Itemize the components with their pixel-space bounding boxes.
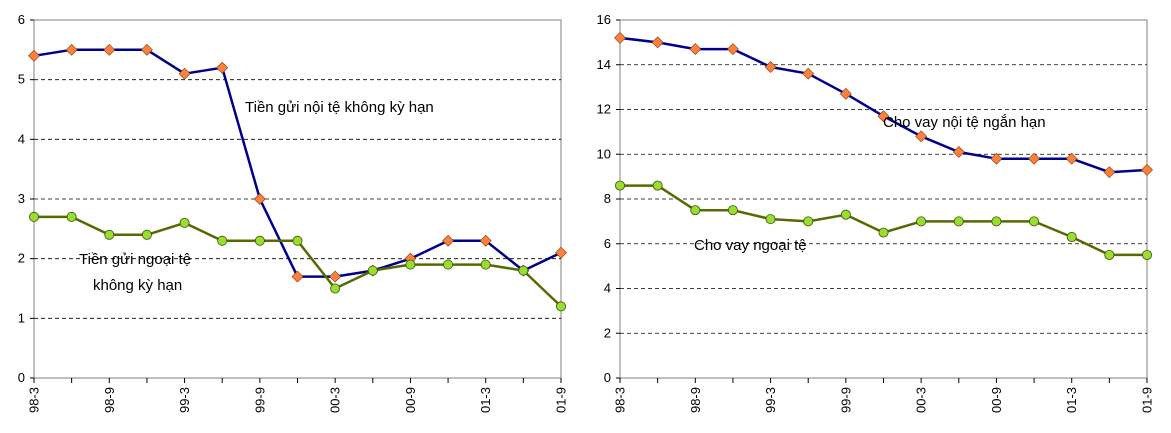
data-point-s0-99-3 [764,61,777,73]
data-point-s0-00-9 [990,152,1003,165]
data-point-s1-00-3 [330,283,341,294]
data-point-s0-00-6 [952,146,965,158]
data-point-s1-01-9 [1142,249,1153,260]
y-tick-label-0: 0 [604,370,611,385]
data-point-s1-01-9 [556,301,567,312]
data-point-s0-01-9 [1141,163,1153,176]
x-tick-label-99-3: 99-3 [177,387,192,413]
data-point-s1-00-3 [916,216,927,227]
data-point-s1-98-9 [690,205,701,216]
data-point-s0-99-12 [291,270,304,283]
data-point-s1-99-12 [878,227,889,238]
data-point-s0-01-3 [479,234,492,247]
data-point-s1-00-6 [367,265,378,276]
data-point-s1-99-9 [840,209,851,220]
data-point-s1-98-3 [614,180,625,191]
annotation-foreign-deposits-line2: không kỳ hạn [93,277,182,294]
y-tick-label-5: 5 [18,72,25,87]
x-tick-label-99-3: 99-3 [763,387,778,413]
data-point-s0-98-3 [28,49,40,62]
data-point-s1-01-6 [518,265,529,276]
data-point-s1-99-6 [217,235,228,246]
y-tick-label-12: 12 [597,102,611,117]
data-point-s0-99-6 [216,61,229,74]
annotation-domestic-loans: Cho vay nội tệ ngắn hạn [883,114,1046,131]
data-point-s0-98-9 [689,43,702,56]
data-point-s1-98-12 [727,205,738,216]
data-point-s0-98-3 [614,31,626,44]
annotation-foreign-deposits-line1: Tiền gửi ngoại tệ [79,251,191,268]
x-tick-label-00-3: 00-3 [914,387,929,413]
x-tick-label-00-3: 00-3 [328,387,343,413]
chart-loans: 0 2 4 6 8 10 12 14 16 98-3 98-9 99-3 99-9 00-3 00-9 01-… [597,12,1155,413]
y-tick-label-8: 8 [604,191,611,206]
data-point-s0-98-6 [651,36,664,49]
data-point-s1-99-3 [765,214,776,225]
data-point-s0-99-12 [877,110,890,123]
data-point-s0-00-12 [1028,152,1040,165]
data-point-s1-00-12 [1029,216,1040,227]
x-tick-label-01-9: 01-9 [1140,387,1155,413]
y-tick-label-6: 6 [18,12,25,27]
data-point-s1-00-9 [991,216,1002,227]
data-point-s0-99-3 [178,67,191,80]
x-tick-label-01-9: 01-9 [554,387,569,413]
data-point-s1-00-12 [443,259,454,270]
y-tick-label-4: 4 [18,131,25,146]
data-point-s1-98-6 [66,211,77,222]
data-point-s0-99-9 [253,193,266,205]
data-point-s1-01-6 [1104,249,1115,260]
data-point-s0-99-9 [839,87,852,100]
y-tick-label-6: 6 [604,236,611,251]
data-point-s1-01-3 [1066,232,1077,243]
data-point-s1-99-3 [179,217,190,228]
data-point-s1-00-9 [405,259,416,270]
data-point-s0-01-6 [1103,166,1116,179]
x-tick-label-98-9: 98-9 [688,387,703,413]
data-point-s1-99-6 [803,216,814,227]
data-point-s0-01-9 [555,246,567,259]
data-point-s1-98-9 [104,229,115,240]
data-point-s0-98-12 [727,43,739,56]
data-point-s1-98-3 [28,211,39,222]
annotation-domestic-deposits: Tiền gửi nội tệ không kỳ hạn [245,99,434,116]
y-tick-label-14: 14 [597,57,611,72]
data-point-s0-98-12 [141,43,153,56]
x-tick-label-00-9: 00-9 [989,387,1004,413]
x-tick-label-98-3: 98-3 [27,387,42,413]
y-tick-label-2: 2 [18,251,25,266]
y-tick-label-10: 10 [597,146,611,161]
data-point-s0-98-9 [103,43,116,56]
data-point-s1-99-9 [254,235,265,246]
annotation-foreign-loans: Cho vay ngoại tệ [694,237,807,254]
y-tick-label-1: 1 [18,310,25,325]
data-point-s0-00-12 [442,234,454,247]
x-tick-label-99-9: 99-9 [252,387,267,413]
data-point-s0-98-6 [65,43,78,56]
x-tick-label-98-9: 98-9 [102,387,117,413]
x-tick-label-99-9: 99-9 [838,387,853,413]
data-point-s0-00-3 [915,130,928,143]
data-point-s1-98-12 [141,229,152,240]
y-tick-label-4: 4 [604,281,611,296]
x-tick-label-01-3: 01-3 [478,387,493,413]
data-point-s0-01-3 [1065,152,1078,165]
data-point-s0-99-6 [802,67,815,80]
x-tick-label-98-3: 98-3 [613,387,628,413]
data-point-s0-00-3 [329,270,342,283]
y-tick-label-3: 3 [18,191,25,206]
y-tick-label-16: 16 [597,12,611,27]
data-point-s1-00-6 [953,216,964,227]
y-tick-label-0: 0 [18,370,25,385]
data-point-s1-98-6 [652,180,663,191]
data-point-s1-99-12 [292,235,303,246]
data-point-s1-01-3 [480,259,491,270]
y-tick-label-2: 2 [604,325,611,340]
x-tick-label-00-9: 00-9 [403,387,418,413]
x-tick-label-01-3: 01-3 [1064,387,1079,413]
